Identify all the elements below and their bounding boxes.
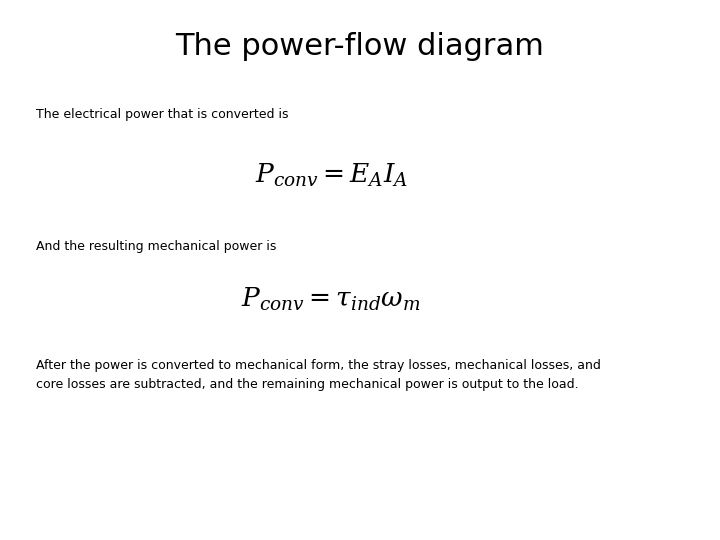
Text: The power-flow diagram: The power-flow diagram bbox=[176, 32, 544, 62]
Text: $P_{conv} = \tau_{ind}\omega_m$: $P_{conv} = \tau_{ind}\omega_m$ bbox=[241, 286, 421, 313]
Text: And the resulting mechanical power is: And the resulting mechanical power is bbox=[36, 240, 276, 253]
Text: After the power is converted to mechanical form, the stray losses, mechanical lo: After the power is converted to mechanic… bbox=[36, 359, 601, 391]
Text: $P_{conv} = E_A I_A$: $P_{conv} = E_A I_A$ bbox=[255, 162, 408, 189]
Text: The electrical power that is converted is: The electrical power that is converted i… bbox=[36, 108, 289, 121]
